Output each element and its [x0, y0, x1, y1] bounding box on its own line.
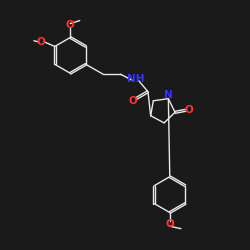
Text: O: O: [129, 96, 138, 106]
Text: NH: NH: [127, 74, 144, 84]
Text: O: O: [36, 37, 45, 47]
Text: O: O: [66, 20, 75, 30]
Text: O: O: [184, 105, 193, 115]
Text: O: O: [166, 220, 174, 230]
Text: N: N: [164, 90, 173, 101]
